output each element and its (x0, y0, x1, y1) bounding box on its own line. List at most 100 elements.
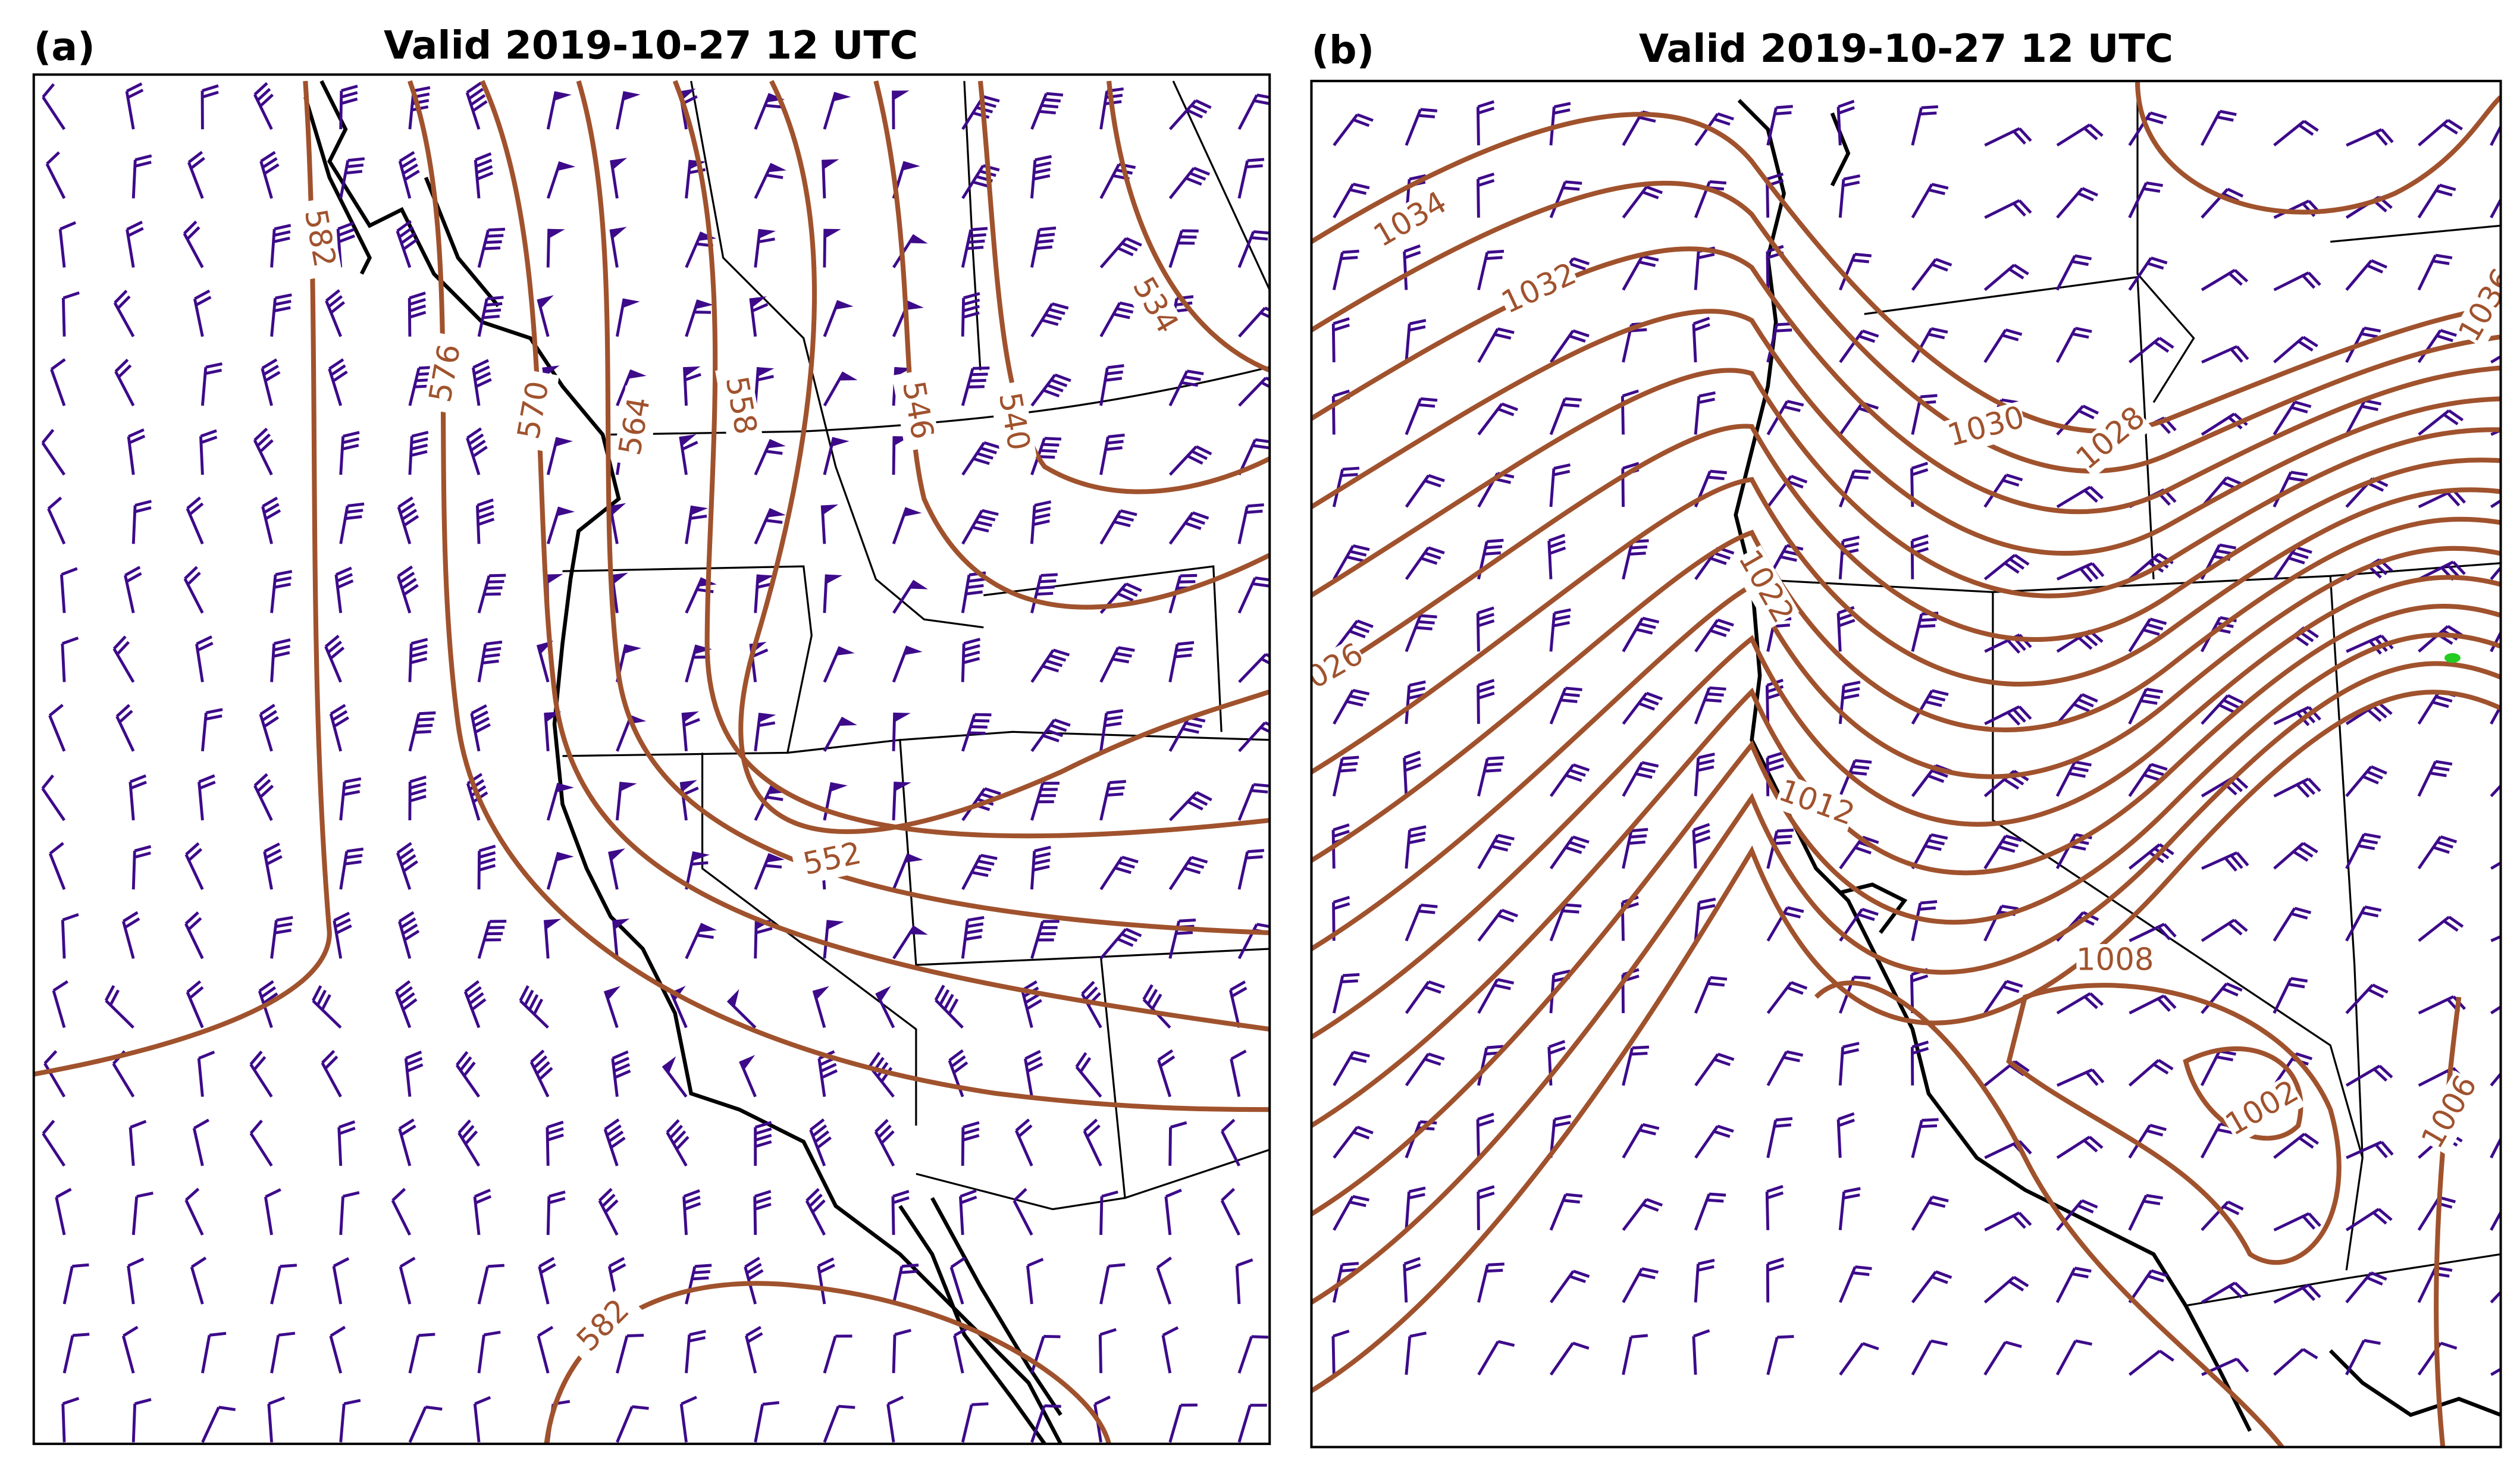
wind-barb (1405, 680, 1426, 724)
wind-barb (1168, 855, 1208, 891)
wind-barb (1168, 99, 1212, 130)
wind-barb (195, 635, 214, 682)
wind-barb (2056, 405, 2099, 436)
wind-barb (43, 1050, 66, 1098)
wind-barb (958, 1189, 977, 1236)
wind-barb (47, 496, 66, 545)
wind-barb (2200, 109, 2237, 146)
wind-barb (2345, 259, 2388, 291)
wind-barb (961, 509, 999, 545)
wind-barb (1099, 709, 1124, 752)
wind-barb (1839, 329, 1879, 363)
wind-barb (249, 1120, 273, 1167)
wind-barb (2490, 1367, 2501, 1377)
wind-barb (1838, 174, 1861, 218)
wind-barb (809, 1118, 832, 1167)
wind-barb (1984, 199, 2032, 219)
wind-barb (2345, 399, 2382, 435)
wind-barb (1622, 1123, 1660, 1159)
wind-barb (1220, 1118, 1241, 1167)
wind-barb (1766, 1117, 1793, 1158)
wind-barb (1694, 1192, 1726, 1231)
wind-barb (62, 1263, 89, 1305)
wind-barb (477, 920, 507, 959)
wind-barb (961, 292, 980, 337)
wind-barb (2345, 765, 2387, 797)
wind-barb (2056, 562, 2105, 582)
wind-barb (1014, 1118, 1033, 1167)
contours (1311, 81, 2501, 1447)
wind-barb (197, 1051, 215, 1097)
wind-barb (1550, 1269, 1590, 1303)
wind-barb (1332, 756, 1359, 797)
wind-barb (1766, 105, 1793, 146)
label-bg (564, 1287, 644, 1366)
wind-barb (2201, 775, 2249, 798)
wind-barb (1476, 100, 1495, 146)
wind-barb (184, 842, 204, 891)
label-bg (715, 364, 764, 447)
wind-barb (59, 567, 78, 613)
barb-flag (623, 644, 642, 654)
wind-barb (726, 999, 757, 1029)
wind-barb (823, 437, 835, 475)
wind-barb (263, 842, 283, 890)
barb-flag (905, 301, 924, 311)
wind-barb (892, 507, 908, 545)
wind-barb (2201, 268, 2249, 291)
wind-barb (131, 500, 152, 544)
wind-barb (61, 291, 80, 337)
wind-barb (2273, 546, 2312, 581)
wind-barb (616, 91, 626, 130)
wind-barb (408, 775, 427, 820)
wind-barb (131, 845, 152, 890)
wind-barb (1838, 469, 1871, 507)
wind-barb (529, 1049, 553, 1098)
wind-barb (2417, 835, 2458, 870)
wind-barb (2490, 935, 2501, 942)
wind-barb (2273, 907, 2312, 942)
wind-barb (398, 1118, 416, 1167)
barb-flag (903, 507, 922, 517)
wind-barb (397, 496, 419, 544)
barb-flag (556, 507, 575, 516)
wind-barb (1766, 1257, 1785, 1303)
wind-barb (270, 916, 293, 959)
wind-barb (1549, 180, 1582, 218)
wind-barb (473, 1189, 492, 1236)
contour-line (1107, 80, 1270, 373)
wind-barb (1911, 900, 1938, 941)
wind-barb (892, 579, 916, 614)
wind-barb (339, 1191, 360, 1236)
label-bg (2220, 1075, 2305, 1145)
wind-barb (1030, 92, 1064, 130)
wind-barb (198, 774, 216, 821)
wind-barb (465, 82, 488, 130)
wind-barb (2056, 992, 2104, 1015)
barb-flag (622, 91, 641, 101)
barb-flag (554, 437, 573, 447)
wind-barb (892, 712, 897, 751)
wind-barb (1622, 827, 1648, 869)
wind-barb (2418, 916, 2464, 942)
wind-barb (457, 1119, 481, 1167)
contour-line (1814, 980, 2284, 1447)
wind-barb (104, 985, 134, 1029)
wind-barb (961, 441, 1001, 476)
wind-barb (121, 1325, 139, 1374)
wind-barb (2128, 1124, 2167, 1159)
wind-barb (1839, 759, 1872, 797)
wind-barb (892, 782, 897, 820)
wind-barb (1622, 255, 1659, 291)
wind-barb (391, 1187, 412, 1236)
wind-barb (2273, 471, 2308, 508)
wind-barb (2345, 905, 2382, 942)
wind-barb (1168, 445, 1212, 476)
wind-barb (311, 985, 342, 1029)
wind-barb (2200, 543, 2237, 580)
wind-barb (546, 161, 562, 199)
wind-barb (1075, 1052, 1102, 1098)
wind-barb (1030, 500, 1052, 544)
wind-barb (754, 1121, 772, 1166)
barb-flag (823, 159, 839, 170)
